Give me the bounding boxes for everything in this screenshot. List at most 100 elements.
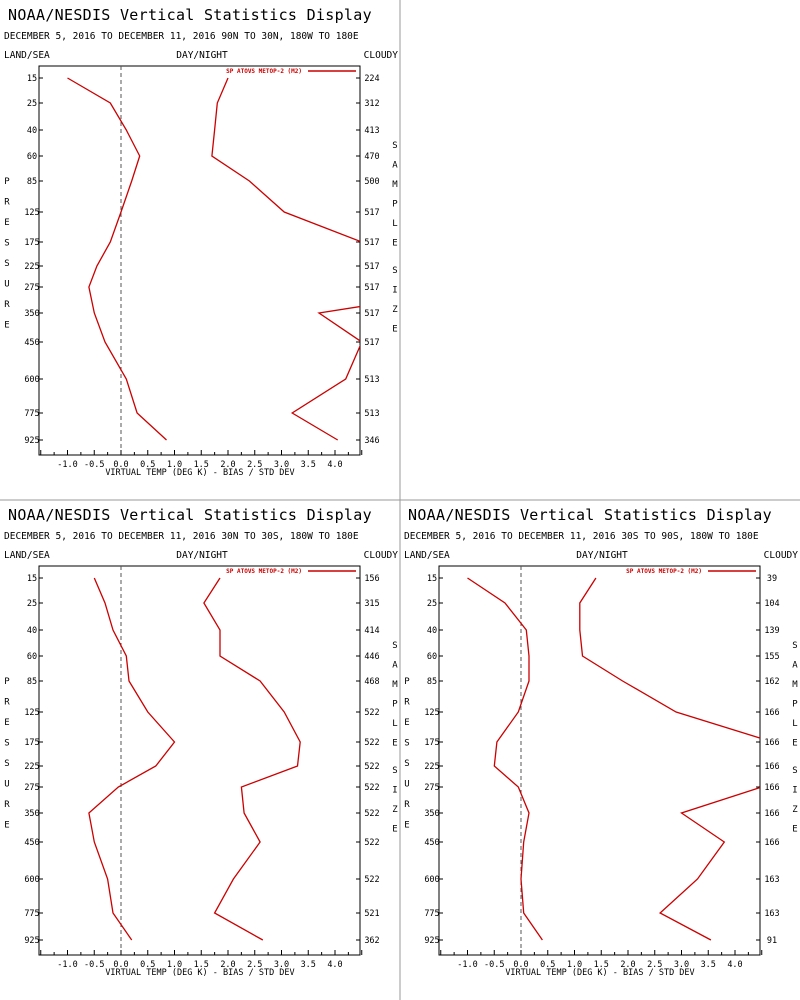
y2-axis-label-letter: M [792,680,798,690]
std-dev-series-line [579,577,760,941]
y2-axis-label-letter: S [792,766,797,776]
y2-axis-label-letter: I [392,786,397,796]
series-group [88,577,301,941]
y-axis-label-letter: P [4,677,10,687]
pressure-level-label: 85 [27,677,37,687]
pressure-level-label: 15 [27,574,37,584]
series-group [67,77,360,441]
y2-axis-label-letter: A [392,161,398,171]
pressure-level-label: 450 [24,338,39,348]
std-dev-series-line [211,77,360,441]
pressure-level-label: 25 [427,599,437,609]
x-tick-label: -1.0 [57,460,77,470]
header-land-sea: LAND/SEA [404,550,450,561]
y2-axis-label-letter: S [392,141,397,151]
chart-title: NOAA/NESDIS Vertical Statistics Display [408,506,772,524]
sample-size-label: 513 [364,409,379,419]
y-axis-label-letter: U [4,280,9,290]
pressure-level-label: 925 [24,936,39,946]
pressure-level-label: 60 [427,652,437,662]
header-day-night: DAY/NIGHT [176,50,228,61]
y-axis-label-letter: R [4,198,10,208]
pressure-level-label: 600 [424,875,439,885]
pressure-level-label: 40 [427,626,437,636]
sample-size-label: 413 [364,126,379,136]
sample-size-label: 517 [364,238,379,248]
pressure-level-label: 125 [24,708,39,718]
x-tick-label: -1.0 [457,960,477,970]
pressure-level-label: 350 [24,809,39,819]
y2-axis-label-letter: A [392,661,398,671]
std-dev-series-line [203,577,301,941]
sample-size-label: 517 [364,338,379,348]
x-tick-label: 2.5 [247,960,262,970]
plot-frame [38,565,361,956]
bias-series-line [467,577,543,941]
x-axis-label: VIRTUAL TEMP (DEG K) - BIAS / STD DEV [505,968,694,978]
sample-size-label: 91 [767,936,777,946]
y2-axis-label-letter: S [392,766,397,776]
pressure-level-label: 775 [424,909,439,919]
legend-label: SP ATOVS METOP-2 (M2) [226,68,302,75]
x-tick-label: -0.5 [484,960,504,970]
y-axis-label-letter: P [4,177,10,187]
pressure-level-label: 225 [24,762,39,772]
sample-size-label: 224 [364,74,379,84]
sample-size-label: 362 [364,936,379,946]
y2-axis-label-letter: E [792,825,797,835]
y2-axis-label-letter: S [792,641,797,651]
sample-size-label: 522 [364,809,379,819]
x-axis-label: VIRTUAL TEMP (DEG K) - BIAS / STD DEV [105,968,294,978]
x-tick-label: 2.0 [220,960,235,970]
x-axis-label: VIRTUAL TEMP (DEG K) - BIAS / STD DEV [105,468,294,478]
plot-frame [438,565,761,956]
y2-axis-label-letter: I [792,786,797,796]
x-tick-label: 1.5 [194,460,209,470]
pressure-level-label: 15 [27,74,37,84]
x-tick-label: 3.5 [301,460,316,470]
x-tick-label: 2.5 [647,960,662,970]
chart-panel-2: NOAA/NESDIS Vertical Statistics Display D… [4,506,398,978]
chart-title: NOAA/NESDIS Vertical Statistics Display [8,6,372,24]
y-axis-label-letter: U [4,780,9,790]
y2-axis-label-letter: E [392,325,397,335]
y-axis-label-letter: R [4,698,10,708]
pressure-level-label: 25 [27,599,37,609]
y-axis-label-letter: E [4,821,9,831]
x-tick-label: 1.5 [594,960,609,970]
legend-label: SP ATOVS METOP-2 (M2) [626,568,702,575]
y2-axis-label-letter: I [392,286,397,296]
sample-size-label: 346 [364,436,379,446]
chart-panel-3: NOAA/NESDIS Vertical Statistics Display D… [404,506,798,978]
y-axis-label-letter: E [4,321,9,331]
y2-axis-label-letter: M [392,680,398,690]
header-cloudy: CLOUDY [364,50,399,61]
bias-series-line [67,77,167,441]
y-axis-label-letter: S [404,759,409,769]
x-tick-label: 3.0 [274,960,289,970]
x-tick-label: 3.5 [701,960,716,970]
pressure-level-label: 925 [424,936,439,946]
sample-size-label: 155 [764,652,779,662]
y2-axis-label-letter: M [392,180,398,190]
y2-axis-label-letter: S [392,641,397,651]
y-axis-label-letter: E [404,821,409,831]
sample-size-label: 166 [764,809,779,819]
pressure-level-label: 125 [24,208,39,218]
pressure-level-label: 600 [24,375,39,385]
pressure-level-label: 225 [424,762,439,772]
y-axis-label-letter: S [4,739,9,749]
sample-size-label: 513 [364,375,379,385]
sample-size-label: 446 [364,652,379,662]
legend-label: SP ATOVS METOP-2 (M2) [226,568,302,575]
pressure-level-label: 125 [424,708,439,718]
sample-size-label: 166 [764,762,779,772]
bias-series-line [88,577,176,941]
sample-size-label: 156 [364,574,379,584]
sample-size-label: 522 [364,783,379,793]
sample-size-label: 166 [764,708,779,718]
x-tick-label: 2.0 [620,960,635,970]
